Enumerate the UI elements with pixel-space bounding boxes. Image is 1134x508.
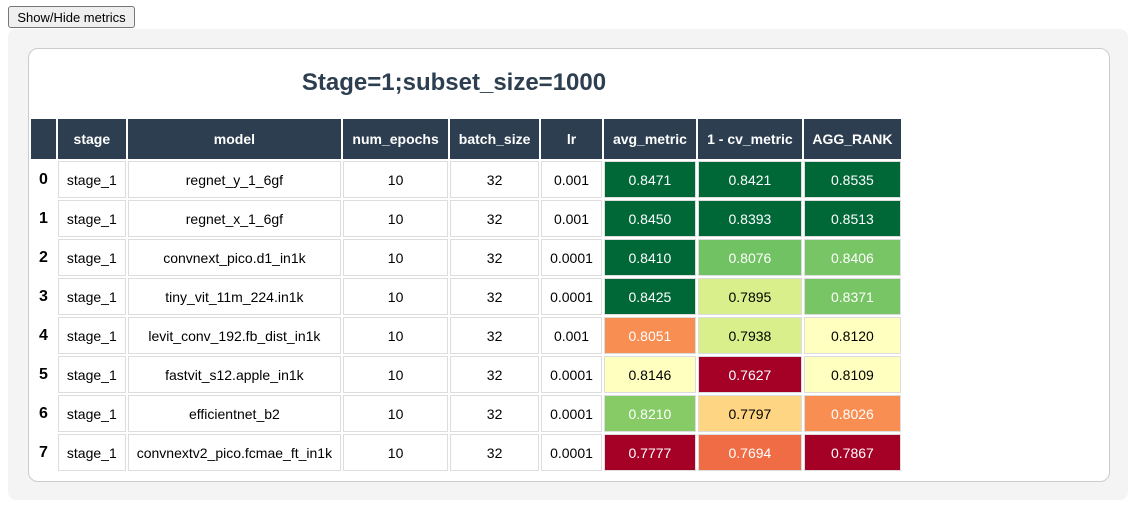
table-cell: 0.0001 — [541, 278, 602, 315]
row-index: 7 — [39, 443, 48, 461]
table-cell: 10 — [343, 356, 449, 393]
table-cell: 0.7938 — [697, 317, 802, 354]
table-cell: stage_1 — [57, 395, 126, 432]
table-cell: 32 — [450, 200, 540, 237]
table-row: 5 stage_1 fastvit_s12.apple_in1k 10 32 0.0001… — [31, 356, 901, 393]
table-cell: levit_conv_192.fb_dist_in1k — [127, 317, 342, 354]
table-title: Stage=1;subset_size=1000 — [301, 69, 607, 96]
table-cell: 10 — [343, 434, 449, 471]
table-cell: 0.8406 — [803, 239, 901, 276]
table-cell: 32 — [450, 434, 540, 471]
table-cell: stage_1 — [57, 278, 126, 315]
table-row: 2 stage_1 convnext_pico.d1_in1k 10 32 0.0001 0… — [31, 239, 901, 276]
table-cell: 0.7694 — [697, 434, 802, 471]
table-cell: convnext_pico.d1_in1k — [127, 239, 342, 276]
table-cell: 0.0001 — [541, 239, 602, 276]
row-index: 2 — [39, 248, 48, 266]
table-cell: 0.8393 — [697, 200, 802, 237]
table-cell: regnet_y_1_6gf — [127, 161, 342, 198]
table-cell: 0.0001 — [541, 434, 602, 471]
table-cell: tiny_vit_11m_224.in1k — [127, 278, 342, 315]
metrics-table: stage model num_epochs batch_size lr avg_metr… — [29, 117, 903, 473]
table-cell: 0.8146 — [603, 356, 696, 393]
column-header: num_epochs — [343, 119, 449, 159]
row-index: 5 — [39, 365, 48, 383]
column-header: stage — [57, 119, 126, 159]
table-cell: 10 — [343, 278, 449, 315]
table-cell: 0.0001 — [541, 395, 602, 432]
table-cell: efficientnet_b2 — [127, 395, 342, 432]
table-cell: 32 — [450, 395, 540, 432]
table-cell: 0.001 — [541, 161, 602, 198]
table-cell: stage_1 — [57, 317, 126, 354]
row-index: 4 — [39, 326, 48, 344]
column-header: batch_size — [450, 119, 540, 159]
index-header — [31, 119, 56, 159]
table-cell: 0.8371 — [803, 278, 901, 315]
table-cell: 0.8535 — [803, 161, 901, 198]
table-cell: 32 — [450, 356, 540, 393]
row-index: 6 — [39, 404, 48, 422]
table-cell: 0.0001 — [541, 356, 602, 393]
table-row: 6 stage_1 efficientnet_b2 10 32 0.0001 0.8210 0… — [31, 395, 901, 432]
table-cell: stage_1 — [57, 161, 126, 198]
table-row: 0 stage_1 regnet_y_1_6gf 10 32 0.001 0.8471 0.8… — [31, 161, 901, 198]
table-cell: 0.8410 — [603, 239, 696, 276]
table-cell: 0.001 — [541, 200, 602, 237]
column-header: AGG_RANK — [803, 119, 901, 159]
table-cell: 10 — [343, 317, 449, 354]
table-cell: stage_1 — [57, 200, 126, 237]
table-cell: 32 — [450, 278, 540, 315]
table-cell: 32 — [450, 317, 540, 354]
table-cell: 0.8421 — [697, 161, 802, 198]
table-cell: 0.001 — [541, 317, 602, 354]
table-cell: 0.7895 — [697, 278, 802, 315]
table-cell: 0.8109 — [803, 356, 901, 393]
table-cell: fastvit_s12.apple_in1k — [127, 356, 342, 393]
table-row: 4 stage_1 levit_conv_192.fb_dist_in1k 10 32 0… — [31, 317, 901, 354]
table-cell: 0.8076 — [697, 239, 802, 276]
table-row: 3 stage_1 tiny_vit_11m_224.in1k 10 32 0.0001 0… — [31, 278, 901, 315]
table-cell: 0.7797 — [697, 395, 802, 432]
table-cell: 10 — [343, 200, 449, 237]
column-header: model — [127, 119, 342, 159]
table-cell: stage_1 — [57, 434, 126, 471]
row-index: 0 — [39, 170, 48, 188]
card: Stage=1;subset_size=1000 stage model num_e… — [28, 48, 1110, 482]
table-cell: 10 — [343, 161, 449, 198]
table-cell: 0.8450 — [603, 200, 696, 237]
table-cell: 0.7867 — [803, 434, 901, 471]
column-header: lr — [541, 119, 602, 159]
table-cell: regnet_x_1_6gf — [127, 200, 342, 237]
table-cell: 0.8513 — [803, 200, 901, 237]
table-cell: stage_1 — [57, 356, 126, 393]
table-row: 1 stage_1 regnet_x_1_6gf 10 32 0.001 0.8450 0.8… — [31, 200, 901, 237]
table-cell: stage_1 — [57, 239, 126, 276]
table-cell: 32 — [450, 239, 540, 276]
table-cell: 0.8210 — [603, 395, 696, 432]
table-cell: 0.8425 — [603, 278, 696, 315]
toggle-button[interactable]: Show/Hide metrics — [8, 6, 135, 28]
column-header: avg_metric — [603, 119, 696, 159]
table-cell: 10 — [343, 239, 449, 276]
table-cell: 0.7777 — [603, 434, 696, 471]
table-cell: 0.7627 — [697, 356, 802, 393]
table-cell: 0.8120 — [803, 317, 901, 354]
column-header: 1 - cv_metric — [697, 119, 802, 159]
table-row: 7 stage_1 convnextv2_pico.fcmae_ft_in1k 10 3… — [31, 434, 901, 471]
table-cell: 0.8051 — [603, 317, 696, 354]
row-index: 3 — [39, 287, 48, 305]
table-cell: convnextv2_pico.fcmae_ft_in1k — [127, 434, 342, 471]
panel: Stage=1;subset_size=1000 stage model num_e… — [8, 29, 1128, 500]
table-cell: 32 — [450, 161, 540, 198]
table-cell: 0.8026 — [803, 395, 901, 432]
header-row: stage model num_epochs batch_size lr avg_metr… — [31, 119, 901, 159]
row-index: 1 — [39, 209, 48, 227]
table-cell: 10 — [343, 395, 449, 432]
table-cell: 0.8471 — [603, 161, 696, 198]
